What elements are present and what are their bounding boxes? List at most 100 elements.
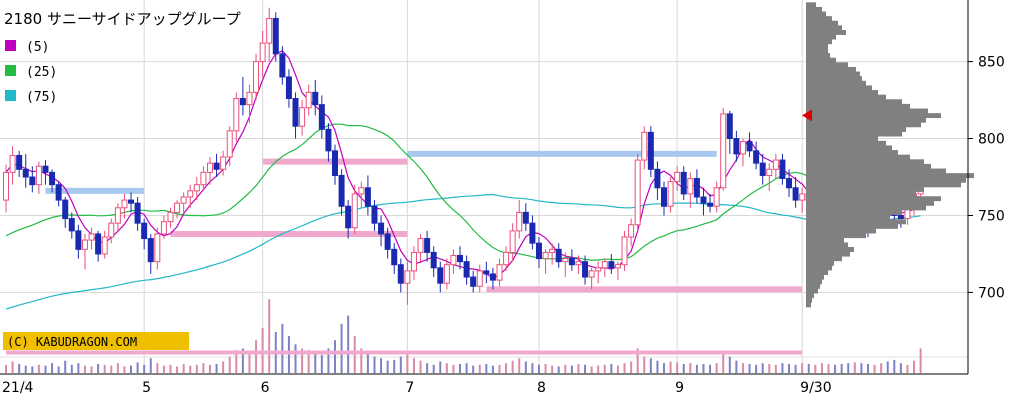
volume-bar [518, 358, 521, 373]
volume-bar [860, 363, 863, 373]
candle-body [121, 199, 128, 209]
candle-body [42, 165, 49, 173]
volume-bar [202, 363, 205, 373]
profile-bar [806, 150, 898, 155]
volume-bar [143, 364, 146, 373]
candle-body [437, 267, 444, 284]
profile-bar [806, 76, 862, 82]
candle-body [542, 251, 549, 260]
volume-bar [913, 360, 916, 373]
volume-bar [90, 366, 93, 373]
volume-bar [524, 361, 527, 373]
profile-bar [806, 62, 848, 68]
volume-bar [544, 363, 547, 373]
candle-body [55, 184, 62, 201]
candle-body [667, 181, 674, 207]
profile-bar [806, 270, 828, 276]
volume-bar [110, 365, 113, 373]
candle-body [16, 154, 23, 170]
profile-bar [806, 117, 926, 123]
profile-bar [806, 57, 836, 63]
candle-body [661, 187, 667, 207]
volume-bar [281, 323, 284, 373]
volume-bar [564, 364, 567, 373]
candle-body [318, 104, 325, 130]
profile-bar [806, 182, 961, 188]
profile-bar [806, 187, 924, 192]
volume-bar [103, 364, 106, 373]
volume-bar [498, 364, 501, 373]
candle-body [292, 98, 299, 127]
volume-bar [709, 364, 712, 373]
volume-bar [735, 360, 738, 373]
chart-title: 2180 サニーサイドアップグループ [4, 10, 241, 28]
legend-label-ma5: (5) [26, 40, 49, 55]
profile-bar [806, 122, 921, 128]
profile-bar [806, 274, 824, 280]
last-price-triangle [802, 109, 812, 122]
candle-body [654, 168, 661, 189]
volume-bar [847, 363, 850, 373]
volume-bars [5, 299, 922, 373]
candle-body [22, 168, 29, 178]
profile-bar [806, 293, 814, 299]
profile-bar [806, 219, 906, 225]
volume-bar [208, 364, 211, 373]
candle-body [259, 42, 266, 63]
volume-bar [116, 363, 119, 373]
volume-bar [794, 364, 797, 373]
candle-body [272, 17, 279, 55]
profile-bar [806, 11, 826, 17]
volume-bar [24, 365, 27, 373]
volume-bar [130, 365, 133, 373]
volume-bar [386, 360, 389, 373]
candle-body [128, 199, 135, 204]
candle-body [167, 211, 174, 223]
volume-bar [715, 363, 718, 373]
volume-bar [215, 363, 218, 373]
profile-bar [806, 80, 866, 86]
candle-body [345, 205, 352, 229]
candle-body [81, 239, 88, 250]
volume-bar [5, 364, 7, 373]
volume-bar [37, 364, 40, 373]
profile-bar [806, 214, 890, 220]
volume-bar [557, 366, 560, 373]
candle-body [470, 276, 477, 287]
profile-bar [806, 6, 822, 12]
volume-bar [162, 365, 165, 373]
volume-bar [97, 363, 100, 373]
volume-bar [51, 363, 54, 373]
x-tick-label: 9/30 [800, 380, 831, 396]
candle-body [772, 159, 779, 170]
candle-body [549, 248, 556, 253]
candle-body [364, 187, 371, 207]
volume-bar [261, 327, 264, 373]
volume-bar [426, 363, 429, 373]
profile-bar [806, 163, 931, 169]
candle-body [391, 248, 398, 266]
volume-bar [77, 363, 80, 373]
volume-bar [255, 340, 258, 373]
volume-bar [182, 363, 185, 373]
candle-body [720, 113, 727, 189]
ma-line-5 [5, 50, 922, 279]
y-tick-label: 700 [978, 285, 1005, 301]
candle-body [239, 98, 246, 106]
volume-bar [44, 365, 47, 373]
candle-body [608, 261, 615, 269]
candle-body [509, 230, 516, 253]
candle-body [496, 264, 503, 281]
volume-bar [663, 363, 665, 373]
profile-bar [806, 191, 916, 197]
candle-body [101, 236, 108, 255]
candle-body [489, 273, 496, 281]
candle-body [628, 224, 635, 238]
candle-body [516, 211, 523, 232]
volume-bar [491, 365, 494, 373]
candle-body [595, 267, 602, 272]
profile-bar [806, 113, 941, 119]
volume-bar [801, 363, 804, 373]
